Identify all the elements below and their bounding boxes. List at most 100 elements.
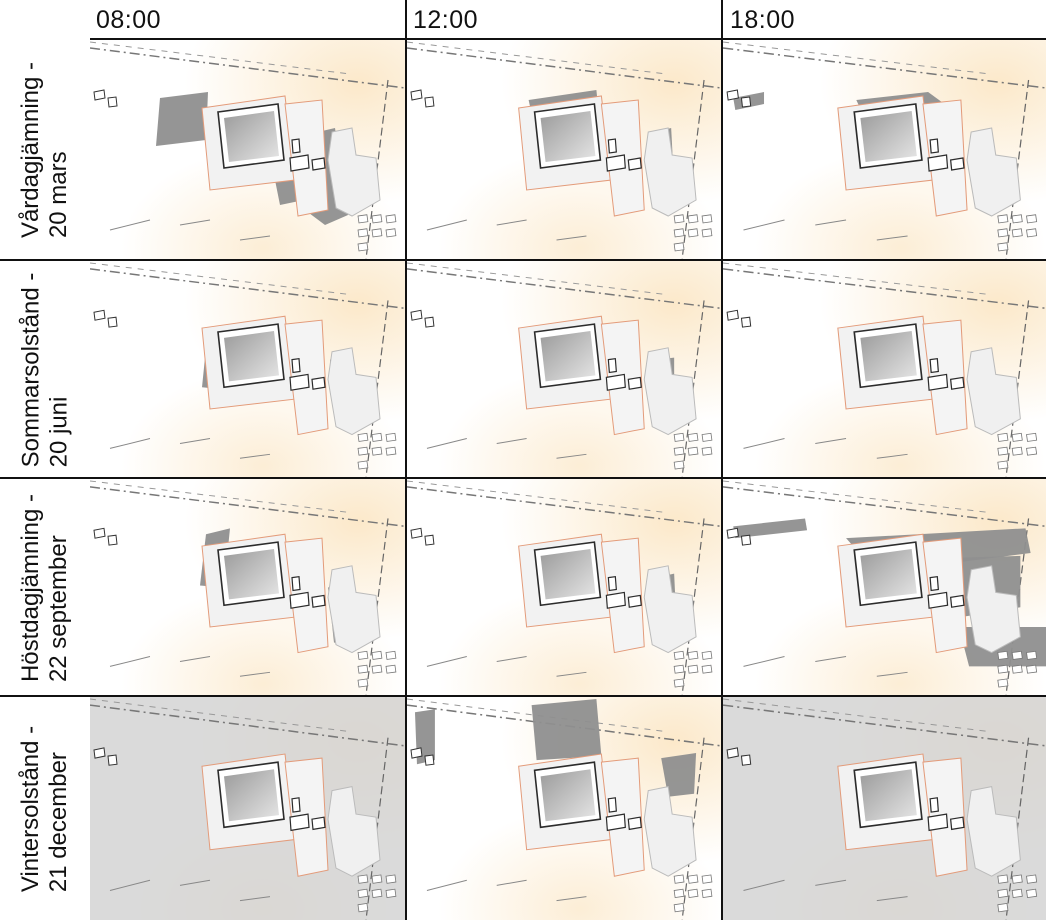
annex-building (291, 575, 301, 592)
annex-building (607, 797, 617, 813)
road-line (743, 656, 908, 677)
row-label-line1: Vintersolstånd - (17, 725, 44, 893)
row-label-line1: Sommarsolstånd - (17, 272, 45, 468)
row-divider (0, 695, 1046, 697)
town-building (997, 242, 1009, 252)
town-building (687, 650, 699, 660)
shadow-study-cell (90, 697, 405, 920)
small-building (726, 527, 739, 539)
annex-building (289, 373, 310, 391)
town-building (1026, 888, 1038, 898)
town-building (357, 242, 369, 252)
town-building (1011, 446, 1023, 456)
building-courtyard (224, 331, 279, 382)
annex-building (291, 357, 301, 374)
town-building (687, 446, 699, 456)
road-line (743, 879, 908, 902)
neighbour-building (327, 347, 381, 436)
town-building (1011, 650, 1023, 660)
town-building (701, 214, 713, 224)
town-building (1011, 664, 1023, 674)
annex-building (289, 591, 310, 609)
annex-building (311, 594, 326, 608)
town-building (687, 432, 699, 442)
annex-building (949, 157, 965, 171)
building-courtyard (860, 331, 917, 382)
building-courtyard (860, 769, 917, 822)
road-line (407, 486, 721, 528)
small-building (740, 316, 752, 328)
row-label-line2: 20 mars (45, 151, 73, 239)
road-line (90, 480, 351, 514)
neighbour-building (327, 786, 381, 877)
town-building (357, 874, 369, 884)
row-divider (0, 259, 1046, 261)
annex-building (605, 591, 626, 609)
town-building (997, 664, 1009, 674)
small-building (410, 309, 423, 321)
town-building (673, 678, 685, 688)
site-plan (90, 697, 405, 920)
site-plan (723, 40, 1046, 259)
row-label-host: Höstdagjämning -22 september (0, 480, 90, 696)
road-line (90, 47, 405, 89)
annex-building (291, 797, 301, 813)
building-courtyard (860, 549, 917, 600)
annex-building (289, 813, 310, 832)
road-line (426, 438, 587, 459)
town-building (385, 228, 397, 238)
shadow-study-cell (723, 261, 1046, 477)
annex-building (605, 154, 626, 172)
building-courtyard (540, 549, 596, 600)
town-building (357, 902, 369, 913)
building-shadow (733, 518, 808, 539)
time-label-1800: 18:00 (730, 6, 796, 34)
road-line (407, 41, 667, 75)
road-line (723, 268, 1046, 310)
annex-building (311, 157, 326, 171)
annex-building (927, 373, 949, 391)
town-building (687, 228, 699, 238)
town-building (357, 650, 369, 660)
shadow-study-cell (90, 40, 405, 259)
row-label-var: Vårdagjämning -20 mars (0, 40, 90, 260)
town-building (385, 888, 397, 898)
town-building (385, 214, 397, 224)
town-building (385, 650, 397, 660)
town-building (385, 446, 397, 456)
annex-building (929, 357, 939, 374)
neighbour-building (327, 565, 381, 654)
annex-building (627, 376, 642, 390)
town-building (1011, 432, 1023, 442)
town-building (385, 664, 397, 674)
annex-building (607, 138, 617, 154)
road-line (109, 438, 271, 459)
row-label-line1: Vårdagjämning - (17, 61, 45, 239)
small-building (424, 754, 435, 766)
town-building (701, 650, 713, 660)
neighbour-building (327, 127, 381, 217)
road-line (407, 47, 721, 89)
building-courtyard (540, 769, 596, 822)
town-building (357, 446, 369, 456)
town-building (673, 650, 685, 660)
town-building (371, 664, 383, 674)
column-divider (721, 0, 723, 920)
town-building (997, 650, 1009, 660)
town-building (997, 888, 1009, 898)
small-building (740, 754, 752, 766)
town-building (371, 432, 383, 442)
site-plan (407, 261, 721, 477)
annex-building (311, 816, 326, 831)
shadow-study-cell (407, 261, 721, 477)
small-building (107, 96, 118, 108)
road-line (109, 219, 271, 241)
road-line (90, 704, 405, 747)
site-plan (407, 697, 721, 920)
neighbour-building (966, 565, 1021, 654)
town-building (1026, 432, 1038, 442)
road-line (407, 268, 721, 310)
site-plan (723, 479, 1046, 695)
shadow-study-cell (407, 479, 721, 695)
building-courtyard (224, 769, 279, 822)
